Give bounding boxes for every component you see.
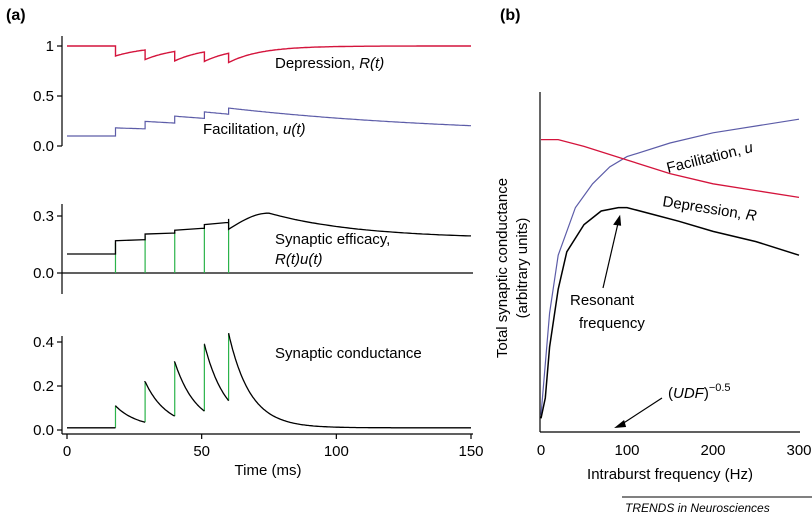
b-facilitation-label: Facilitation, u [665,139,756,177]
b-total-line [540,206,800,419]
b-resonant-label-2: frequency [579,315,645,332]
b-resonant-arrowhead [613,214,622,226]
a3-xtick-label-0: 0 [63,443,71,460]
b-xtick-label-2: 200 [700,442,725,459]
a1-yticks-label-1: 0.5 [33,88,54,105]
b-xtick-label-3: 300 [786,442,811,459]
a1-yticks-label-0: 1 [46,38,54,55]
subplot-a3: 0.4 0.2 0.0 0 50 100 150 Synaptic conductance… [33,333,484,479]
a2-yticks-label-0: 0.3 [33,208,54,225]
b-udf-arrowhead [614,420,627,428]
a3-conductance-label: Synaptic conductance [275,345,422,362]
a3-yticks-label-0: 0.4 [33,334,54,351]
a1-yticks-label-2: 0.0 [33,138,54,155]
b-xtick-label-0: 0 [537,442,545,459]
b-facilitation-line [540,118,800,416]
a2-yticks-label-1: 0.0 [33,265,54,282]
a3-xtick-label-3: 150 [458,443,483,460]
a3-xtick-label-2: 100 [324,443,349,460]
b-resonant-arrow [602,222,619,289]
b-xtick-label-1: 100 [614,442,639,459]
b-depression-line [541,138,800,199]
a3-conductance-line [67,333,471,429]
a1-facilitation-label: Facilitation, u(t) [203,121,306,138]
b-udf-arrow [621,397,663,425]
a1-facilitation-line [67,107,471,137]
b-y-axis-label-1: Total synaptic conductance [494,178,511,358]
panel-b-label: (b) [500,7,520,24]
b-y-axis-label-2: (arbitrary units) [514,218,531,319]
a2-efficacy-line [67,212,471,255]
b-x-axis-label: Intraburst frequency (Hz) [587,466,753,483]
subplot-b: 0 100 200 300 Intraburst frequency (Hz) Tota… [494,92,812,483]
credit-text: TRENDS in Neurosciences [625,501,770,515]
a2-efficacy-label-2: R(t)u(t) [275,251,323,268]
b-udf-label: (UDF)−0.5 [668,382,731,402]
panel-a-label: (a) [6,7,26,24]
a3-yticks-label-1: 0.2 [33,378,54,395]
a2-efficacy-label-1: Synaptic efficacy, [275,231,390,248]
subplot-a2: 0.3 0.0 Synaptic efficacy, R(t)u(t) [33,204,473,294]
a1-depression-line [67,45,471,64]
a3-yticks-label-2: 0.0 [33,422,54,439]
a3-spike-segments [114,333,230,428]
b-resonant-label-1: Resonant [570,292,635,309]
a3-xtick-label-1: 50 [193,443,210,460]
a1-depression-label: Depression, R(t) [275,55,384,72]
a3-x-axis-label: Time (ms) [235,462,302,479]
subplot-a1: 1 0.5 0.0 Depression, R(t) Facilitation, u… [33,36,471,155]
